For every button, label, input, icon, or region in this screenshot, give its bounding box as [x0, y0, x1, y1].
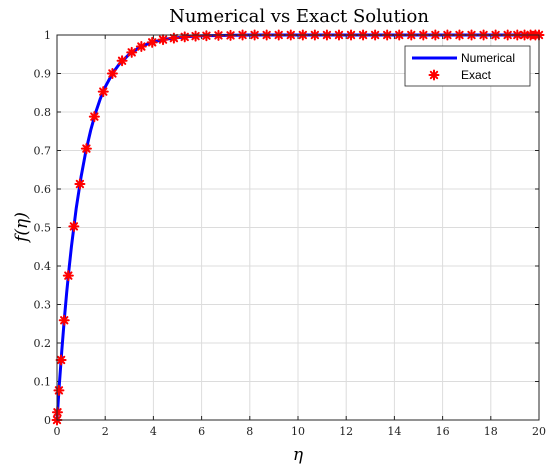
x-axis-label: η	[293, 445, 304, 465]
exact-marker	[62, 270, 74, 282]
y-axis-label: f(η)	[12, 212, 32, 244]
y-tick-label: 0.3	[34, 299, 52, 312]
exact-marker	[135, 41, 147, 53]
legend-numerical-label: Numerical	[461, 51, 515, 65]
y-tick-label: 0.5	[34, 222, 52, 235]
exact-marker	[97, 86, 109, 98]
x-tick-label: 0	[54, 425, 61, 438]
x-tick-label: 4	[150, 425, 157, 438]
exact-marker	[146, 36, 158, 48]
y-tick-label: 0.2	[34, 337, 52, 350]
exact-marker	[190, 30, 202, 42]
exact-marker	[74, 178, 86, 190]
exact-marker	[53, 384, 65, 396]
plot-frame	[56, 34, 540, 421]
exact-marker	[157, 34, 169, 46]
chart-title: Numerical vs Exact Solution	[169, 6, 429, 27]
grid	[57, 35, 539, 420]
x-tick-label: 12	[339, 425, 353, 438]
x-tick-label: 10	[291, 425, 305, 438]
y-tick-label: 0.6	[34, 183, 52, 196]
x-tick-label: 20	[532, 425, 546, 438]
legend-exact-swatch	[428, 69, 440, 81]
x-tick-label: 14	[387, 425, 401, 438]
y-tick-label: 0.9	[34, 68, 52, 81]
y-tick-label: 0.4	[34, 260, 52, 273]
exact-marker	[116, 55, 128, 67]
x-tick-label: 2	[102, 425, 109, 438]
exact-marker	[68, 220, 80, 232]
x-tick-label: 6	[198, 425, 205, 438]
legend-exact-star	[428, 69, 440, 81]
exact-marker	[80, 143, 92, 155]
y-tick-label: 0.8	[34, 106, 52, 119]
exact-marker	[179, 31, 191, 43]
y-tick-label: 0.1	[34, 376, 52, 389]
x-tick-label: 8	[246, 425, 253, 438]
exact-marker	[126, 46, 138, 58]
x-tick-label: 18	[484, 425, 498, 438]
exact-marker	[88, 111, 100, 123]
exact-marker	[200, 30, 212, 42]
exact-marker	[55, 354, 67, 366]
legend: Numerical Exact	[404, 45, 531, 87]
x-tick-label: 16	[436, 425, 450, 438]
axis-ticks: 0 2 4 6 8 10 12 14 16 18 20 0 0.1 0.2 0.3 0.4 0.5 0.6 0.7 0…	[34, 29, 547, 438]
legend-box	[404, 45, 531, 87]
y-tick-label: 1	[44, 29, 51, 42]
exact-marker	[106, 68, 118, 79]
y-tick-label: 0	[44, 414, 51, 427]
y-tick-label: 0.7	[34, 145, 52, 158]
exact-marker	[58, 314, 70, 326]
legend-exact-label: Exact	[461, 68, 492, 82]
